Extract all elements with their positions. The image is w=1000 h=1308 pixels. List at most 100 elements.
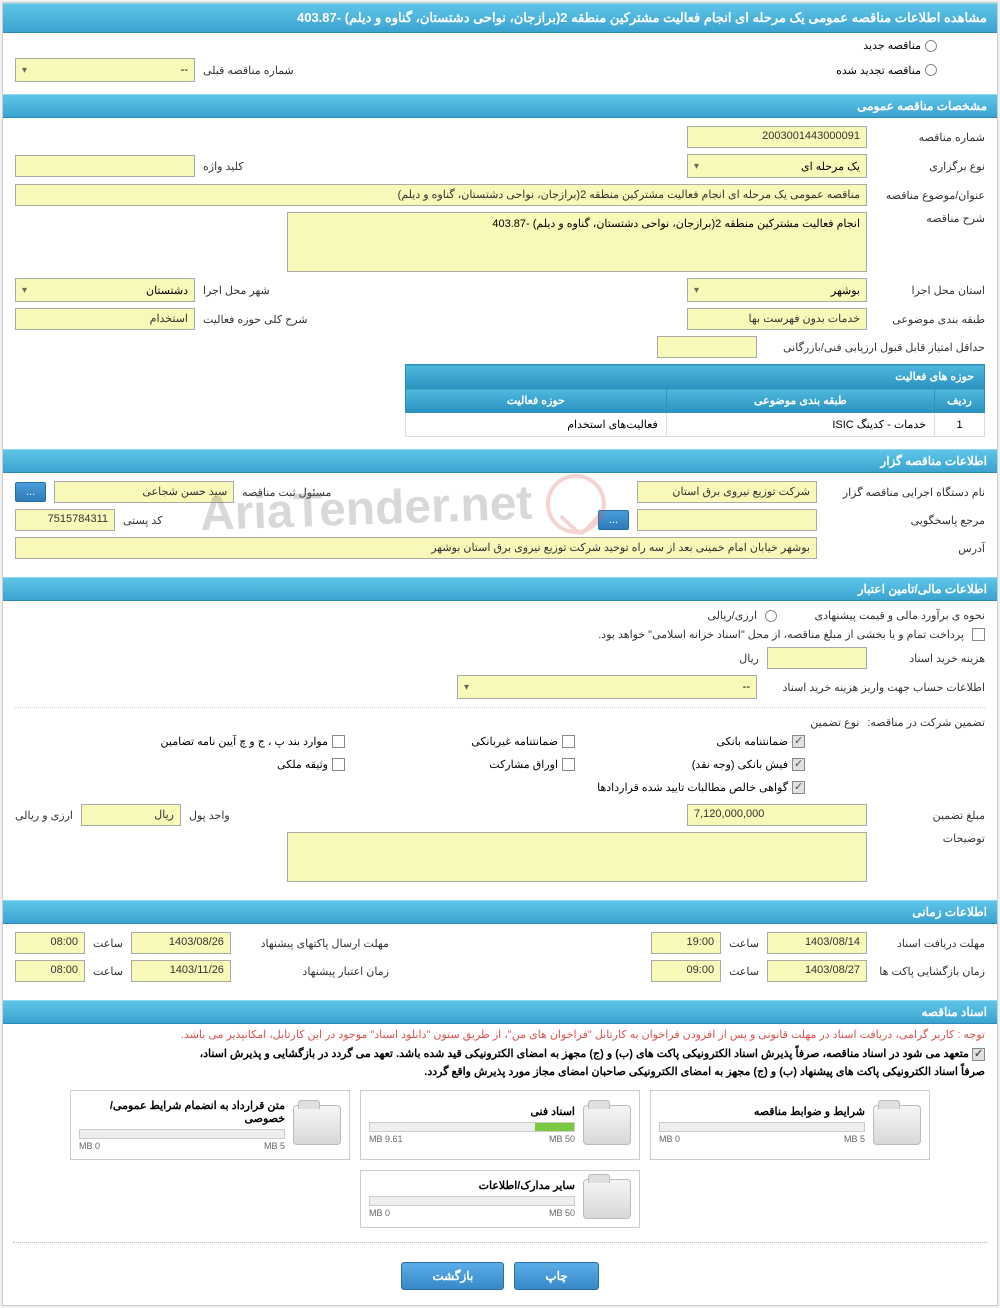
doc-title: اسناد فنی bbox=[369, 1105, 575, 1118]
checkbox-icon bbox=[562, 758, 575, 771]
checkbox-icon bbox=[332, 758, 345, 771]
doc-contract[interactable]: متن قرارداد به انضمام شرایط عمومی/خصوصی … bbox=[70, 1090, 350, 1160]
notes-field[interactable] bbox=[287, 832, 867, 882]
radio-new-tender[interactable]: مناقصه جدید bbox=[863, 39, 937, 52]
chevron-down-icon: ▾ bbox=[694, 161, 699, 172]
payment-note: پرداخت تمام و یا بخشی از مبلغ مناقصه، از… bbox=[598, 628, 964, 641]
payment-checkbox[interactable] bbox=[972, 628, 985, 641]
page-header: مشاهده اطلاعات مناقصه عمومی یک مرحله ای … bbox=[3, 3, 997, 33]
keyword-field[interactable] bbox=[15, 155, 195, 177]
city-select[interactable]: دشتستان ▾ bbox=[15, 278, 195, 302]
col-category: طبقه بندی موضوعی bbox=[666, 389, 934, 413]
doc-cost-field[interactable] bbox=[767, 647, 867, 669]
checkbox-icon bbox=[332, 735, 345, 748]
receive-time: 19:00 bbox=[651, 932, 721, 954]
type-select[interactable]: یک مرحله ای ▾ bbox=[687, 154, 867, 178]
more-button-2[interactable]: ... bbox=[598, 510, 629, 530]
radio-circle-icon bbox=[925, 64, 937, 76]
currency-label: ارزی و ریالی bbox=[15, 809, 73, 822]
doc-title: متن قرارداد به انضمام شرایط عمومی/خصوصی bbox=[79, 1099, 285, 1125]
reg-person-field: سید حسن شجاعی bbox=[54, 481, 234, 503]
doc-technical[interactable]: اسناد فنی 50 MB9.61 MB bbox=[360, 1090, 640, 1160]
keyword-label: کلید واژه bbox=[203, 160, 243, 173]
guarantee-bank[interactable]: ضمانتنامه بانکی bbox=[605, 735, 805, 748]
guarantee-label: تضمین شرکت در مناقصه: bbox=[867, 716, 985, 729]
unit-field: ریال bbox=[81, 804, 181, 826]
open-date: 1403/08/27 bbox=[767, 960, 867, 982]
cell-num: 1 bbox=[935, 413, 985, 437]
checkbox-icon bbox=[792, 781, 805, 794]
submit-time: 08:00 bbox=[15, 932, 85, 954]
notice-3: صرفاً اسناد الکترونیکی پاکت های پیشنهاد … bbox=[3, 1063, 997, 1080]
submit-date: 1403/08/26 bbox=[131, 932, 231, 954]
section-financial: اطلاعات مالی/تامین اعتبار bbox=[3, 577, 997, 601]
chevron-down-icon: ▾ bbox=[22, 285, 27, 296]
province-select[interactable]: بوشهر ▾ bbox=[687, 278, 867, 302]
radio-circle-icon bbox=[925, 40, 937, 52]
receive-date: 1403/08/14 bbox=[767, 932, 867, 954]
submit-label: مهلت ارسال پاکتهای پیشنهاد bbox=[239, 937, 389, 950]
section-general: مشخصات مناقصه عمومی bbox=[3, 94, 997, 118]
desc-label: شرح مناقصه bbox=[875, 212, 985, 225]
tender-number: 2003001443000091 bbox=[687, 126, 867, 148]
doc-cost-label: هزینه خرید اسناد bbox=[875, 652, 985, 665]
subject-label: عنوان/موضوع مناقصه bbox=[875, 189, 985, 202]
open-label: زمان بازگشایی پاکت ها bbox=[875, 965, 985, 978]
notice-red: توجه : کاربر گرامی، دریافت اسناد در مهلت… bbox=[3, 1024, 997, 1045]
minscore-field[interactable] bbox=[657, 336, 757, 358]
city-value: دشتستان bbox=[146, 284, 188, 297]
col-scope: حوزه فعالیت bbox=[406, 389, 667, 413]
guarantee-property[interactable]: وثیقه ملکی bbox=[85, 758, 345, 771]
scope-label: شرح کلی حوزه فعالیت bbox=[203, 313, 308, 326]
validity-label: زمان اعتبار پیشنهاد bbox=[239, 965, 389, 978]
postal-label: کد پستی bbox=[123, 514, 162, 527]
commit-checkbox[interactable] bbox=[972, 1048, 985, 1061]
activity-table: حوزه های فعالیت ردیف طبقه بندی موضوعی حو… bbox=[405, 364, 985, 437]
progress-bar bbox=[369, 1122, 575, 1132]
progress-bar bbox=[79, 1129, 285, 1139]
validity-time: 08:00 bbox=[15, 960, 85, 982]
type-label: نوع برگزاری bbox=[875, 160, 985, 173]
org-label: نام دستگاه اجرایی مناقصه گزار bbox=[825, 486, 985, 499]
more-button[interactable]: ... bbox=[15, 482, 46, 502]
doc-conditions[interactable]: شرایط و ضوابط مناقصه 5 MB0 MB bbox=[650, 1090, 930, 1160]
guarantee-type-label: نوع تضمین bbox=[810, 716, 859, 729]
prev-number-select[interactable]: -- ▾ bbox=[15, 58, 195, 82]
progress-bar bbox=[369, 1196, 575, 1206]
radio-renewed-tender[interactable]: مناقصه تجدید شده bbox=[836, 64, 937, 77]
response-field[interactable] bbox=[637, 509, 817, 531]
guarantee-nonbank[interactable]: ضمانتنامه غیربانکی bbox=[375, 735, 575, 748]
section-documents: اسناد مناقصه bbox=[3, 1000, 997, 1024]
doc-title: شرایط و ضوابط مناقصه bbox=[659, 1105, 865, 1118]
guarantee-bonds[interactable]: اوراق مشارکت bbox=[375, 758, 575, 771]
account-select[interactable]: -- ▾ bbox=[457, 675, 757, 699]
method-opt: ارزی/ریالی bbox=[707, 609, 757, 622]
col-row: ردیف bbox=[935, 389, 985, 413]
validity-time-label: ساعت bbox=[93, 965, 123, 978]
guarantee-clause[interactable]: موارد بند پ ، ج و چ آیین نامه تضامین bbox=[85, 735, 345, 748]
checkbox-icon bbox=[792, 735, 805, 748]
open-time: 09:00 bbox=[651, 960, 721, 982]
back-button[interactable]: بازگشت bbox=[401, 1262, 504, 1290]
amount-label: مبلغ تضمین bbox=[875, 809, 985, 822]
account-label: اطلاعات حساب جهت واریز هزینه خرید اسناد bbox=[765, 681, 985, 694]
table-row: 1 خدمات - کدینگ ISIC فعالیت‌های استخدام bbox=[406, 413, 985, 437]
guarantee-cash[interactable]: فیش بانکی (وجه نقد) bbox=[605, 758, 805, 771]
section-timing: اطلاعات زمانی bbox=[3, 900, 997, 924]
checkbox-icon bbox=[792, 758, 805, 771]
notes-label: توضیحات bbox=[875, 832, 985, 845]
open-time-label: ساعت bbox=[729, 965, 759, 978]
doc-other[interactable]: سایر مدارک/اطلاعات 50 MB0 MB bbox=[360, 1170, 640, 1228]
chevron-down-icon: ▾ bbox=[694, 285, 699, 296]
folder-icon bbox=[583, 1179, 631, 1219]
radio-circle-icon[interactable] bbox=[765, 610, 777, 622]
prev-number-label: شماره مناقصه قبلی bbox=[203, 64, 294, 77]
receive-time-label: ساعت bbox=[729, 937, 759, 950]
postal-field: 7515784311 bbox=[15, 509, 115, 531]
scope-field: استخدام bbox=[15, 308, 195, 330]
print-button[interactable]: چاپ bbox=[514, 1262, 598, 1290]
reg-person-label: مسئول ثبت مناقصه bbox=[242, 486, 331, 499]
guarantee-cert[interactable]: گواهی خالص مطالبات تایید شده قراردادها bbox=[505, 781, 805, 794]
validity-date: 1403/11/26 bbox=[131, 960, 231, 982]
receive-label: مهلت دریافت اسناد bbox=[875, 937, 985, 950]
